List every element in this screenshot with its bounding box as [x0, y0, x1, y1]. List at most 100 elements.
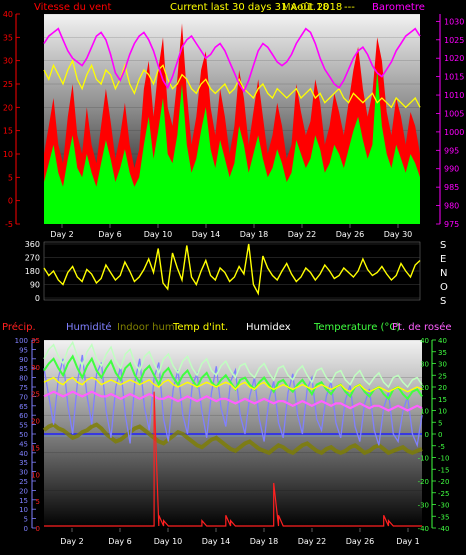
humidity-y-tick: 85	[19, 365, 28, 373]
precip-y-tick: 0	[36, 525, 40, 533]
wind-y-tick: 5	[8, 173, 13, 182]
temp-y-tick-outer: 30	[438, 361, 447, 369]
pressure-y-tick: 1030	[444, 17, 464, 26]
temp-y-tick-inner: -30	[418, 502, 429, 510]
humidity-y-tick: 50	[19, 431, 28, 439]
wind-speed-series	[44, 70, 420, 224]
wind-y-tick: 10	[3, 150, 13, 159]
humidity-x-tick: Day 14	[202, 537, 231, 546]
humidity-x-axis: Day 2 Day 6 Day 10 Day 14 Day 18 Day 22 Day 26…	[60, 528, 420, 546]
temp-y-tick-inner: 20	[420, 384, 429, 392]
humidity-y-tick: 30	[19, 469, 28, 477]
wind-pressure-series	[43, 23, 421, 224]
compass-letter: N	[440, 268, 447, 279]
wind-y-tick: 35	[3, 33, 13, 42]
humidity-y-tick: 90	[19, 356, 28, 364]
pressure-y-tick: 1000	[444, 128, 464, 137]
humidity-y-tick: 5	[24, 516, 28, 524]
pressure-series	[43, 27, 421, 94]
temp-y-tick-outer: 5	[438, 419, 442, 427]
direction-y-tick: 180	[25, 267, 40, 276]
wind-average-series	[43, 58, 421, 109]
humidity-x-tick: Day 2	[60, 537, 83, 546]
temp-y-tick-outer: 40	[438, 337, 447, 345]
pressure-y-tick: 975	[444, 220, 459, 229]
indoor-hum-series	[42, 422, 423, 456]
direction-y-tick: 270	[25, 254, 40, 263]
temp-y-tick-outer: 0	[438, 431, 442, 439]
temp-y-tick-inner: -40	[418, 525, 429, 533]
pressure-title: Barometre	[372, 2, 425, 13]
humidity-x-tick: Day 18	[250, 537, 279, 546]
direction-y-tick: 0	[35, 294, 40, 303]
humidity-y-tick: 70	[19, 393, 28, 401]
chart-title: Current last 30 days 31 Août 2018	[170, 1, 342, 13]
title-dashes: ---	[344, 2, 355, 13]
compass-letter: S	[440, 240, 446, 251]
legend-indoor-temp: Temp d'int.	[172, 322, 228, 333]
temp-y-tick-inner: 10	[420, 408, 429, 416]
humidity-y-axis: 1009590858075706560555045403530252015105…	[15, 337, 36, 533]
precip-y-tick: 15	[31, 444, 40, 452]
temp-d-int-series	[43, 376, 423, 393]
wind-y-axis: 40 35 30 25 20 15 10 5 0 -5	[3, 10, 20, 229]
temp-y-tick-outer: 35	[438, 349, 447, 357]
humidex-series	[43, 340, 423, 389]
humidity-y-tick: 75	[19, 384, 28, 392]
wind-x-tick: Day 10	[144, 230, 173, 239]
pressure-y-tick: 1015	[444, 73, 464, 82]
temp-y-tick-outer: 25	[438, 372, 447, 380]
wind-x-tick: Day 6	[98, 230, 121, 239]
humidity-y-tick: 55	[19, 422, 28, 430]
humidity-x-tick: Day 22	[298, 537, 327, 546]
humidity-y-tick: 40	[19, 450, 28, 458]
pressure-y-axis: 1030 1025 1020 1015 1010 1005 1000 995 990 985 980…	[436, 17, 464, 229]
temp-y-tick-inner: 0	[425, 431, 429, 439]
wind-x-tick: Day 26	[336, 230, 365, 239]
humidity-y-tick: 20	[19, 487, 28, 495]
humidity-y-tick: 15	[19, 497, 28, 505]
temp-y-tick-outer: -10	[438, 455, 449, 463]
humidity-y-tick: 25	[19, 478, 28, 486]
humidity-x-tick: Day 26	[346, 537, 375, 546]
pressure-y-tick: 1025	[444, 36, 464, 45]
temp-y-tick-inner: -20	[418, 478, 429, 486]
humidity-temperature-series	[42, 340, 423, 527]
temp-y-tick-outer: -30	[438, 502, 449, 510]
humidity-y-tick: 45	[19, 440, 28, 448]
wind-y-tick: 25	[3, 80, 13, 89]
humidity-y-tick: 95	[19, 346, 28, 354]
wind-y-tick: 30	[3, 57, 13, 66]
pressure-y-tick: 985	[444, 183, 459, 192]
precip-y-tick: 20	[31, 418, 40, 426]
pressure-y-tick: 980	[444, 202, 459, 211]
temp-y-tick-outer: -35	[438, 513, 449, 521]
humidity-x-tick: Day 6	[108, 537, 131, 546]
temp-y-tick-inner: 30	[420, 361, 429, 369]
legend-temperature: Temperature (°C)	[313, 322, 400, 333]
precip-y-tick: 35	[31, 337, 40, 345]
precip-y-tick: 5	[36, 498, 40, 506]
temp-y-tick-outer: 10	[438, 408, 447, 416]
wind-x-tick: Day 14	[192, 230, 221, 239]
direction-y-tick: 90	[30, 281, 40, 290]
humidity-y-tick: 65	[19, 403, 28, 411]
humidity-y-tick: 80	[19, 375, 28, 383]
humidit-series	[43, 354, 423, 448]
wind-y-tick: -5	[5, 220, 13, 229]
pressure-y-tick: 1020	[444, 54, 464, 63]
wind-x-tick: Day 22	[288, 230, 317, 239]
wind-y-tick: 20	[3, 103, 13, 112]
temp-y-tick-inner: 40	[420, 337, 429, 345]
pressure-y-tick: 1010	[444, 91, 464, 100]
precip-y-tick: 30	[31, 364, 40, 372]
wind-x-tick: Day 30	[384, 230, 413, 239]
wind-y-tick: 0	[8, 197, 13, 206]
wind-y-tick: 40	[3, 10, 13, 19]
humidity-y-tick: 100	[15, 337, 28, 345]
temp-y-tick-outer: -25	[438, 490, 449, 498]
temp-y-tick-outer: 20	[438, 384, 447, 392]
legend-humidex: Humidex	[246, 322, 291, 333]
